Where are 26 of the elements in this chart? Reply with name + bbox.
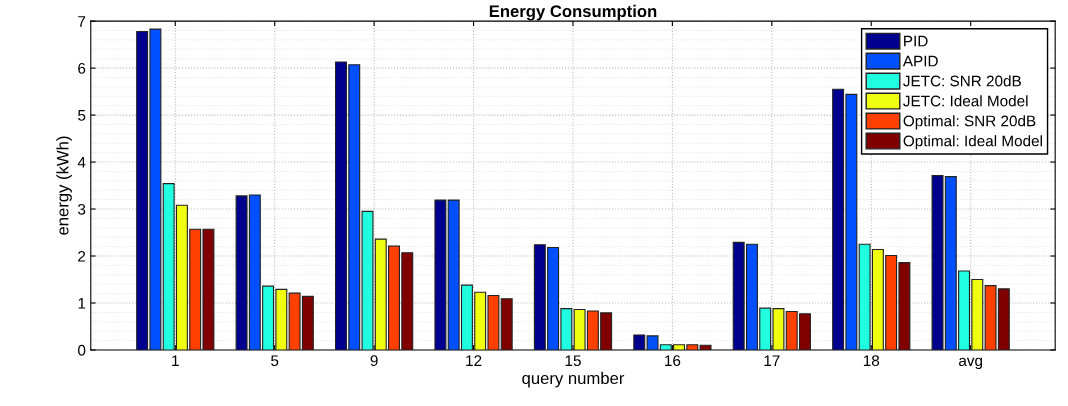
- legend-label: JETC: Ideal Model: [903, 95, 1028, 107]
- x-tick-label: 1: [172, 355, 179, 366]
- y-tick-label: 1: [78, 298, 86, 309]
- x-tick-label: 12: [466, 355, 482, 366]
- y-tick-label: 0: [78, 344, 86, 356]
- x-tick-label: 5: [271, 355, 279, 367]
- x-tick-label: 17: [764, 355, 780, 366]
- legend-label: APID: [902, 55, 938, 67]
- y-tick-label: 5: [78, 110, 86, 121]
- legend-label: Optimal: Ideal Model: [903, 135, 1042, 150]
- chart-title: Energy Consumption: [489, 4, 657, 21]
- x-tick-label: avg: [959, 357, 983, 370]
- y-axis-title: energy (kWh): [56, 136, 72, 235]
- y-tick-label: 7: [78, 16, 86, 27]
- x-tick-label: 18: [863, 355, 880, 367]
- y-tick-label: 2: [78, 250, 86, 262]
- legend-label: JETC: SNR 20dB: [903, 75, 1021, 87]
- x-tick-label: 9: [370, 355, 378, 367]
- y-tick-label: 4: [77, 157, 86, 168]
- legend-label: Optimal: SNR 20dB: [903, 115, 1036, 130]
- legend-label: PID: [904, 35, 928, 47]
- x-tick-label: 16: [665, 355, 681, 367]
- x-axis-title: query number: [522, 371, 625, 388]
- y-tick-label: 6: [78, 62, 86, 74]
- y-tick-label: 3: [78, 203, 86, 215]
- x-tick-label: 15: [565, 355, 581, 367]
